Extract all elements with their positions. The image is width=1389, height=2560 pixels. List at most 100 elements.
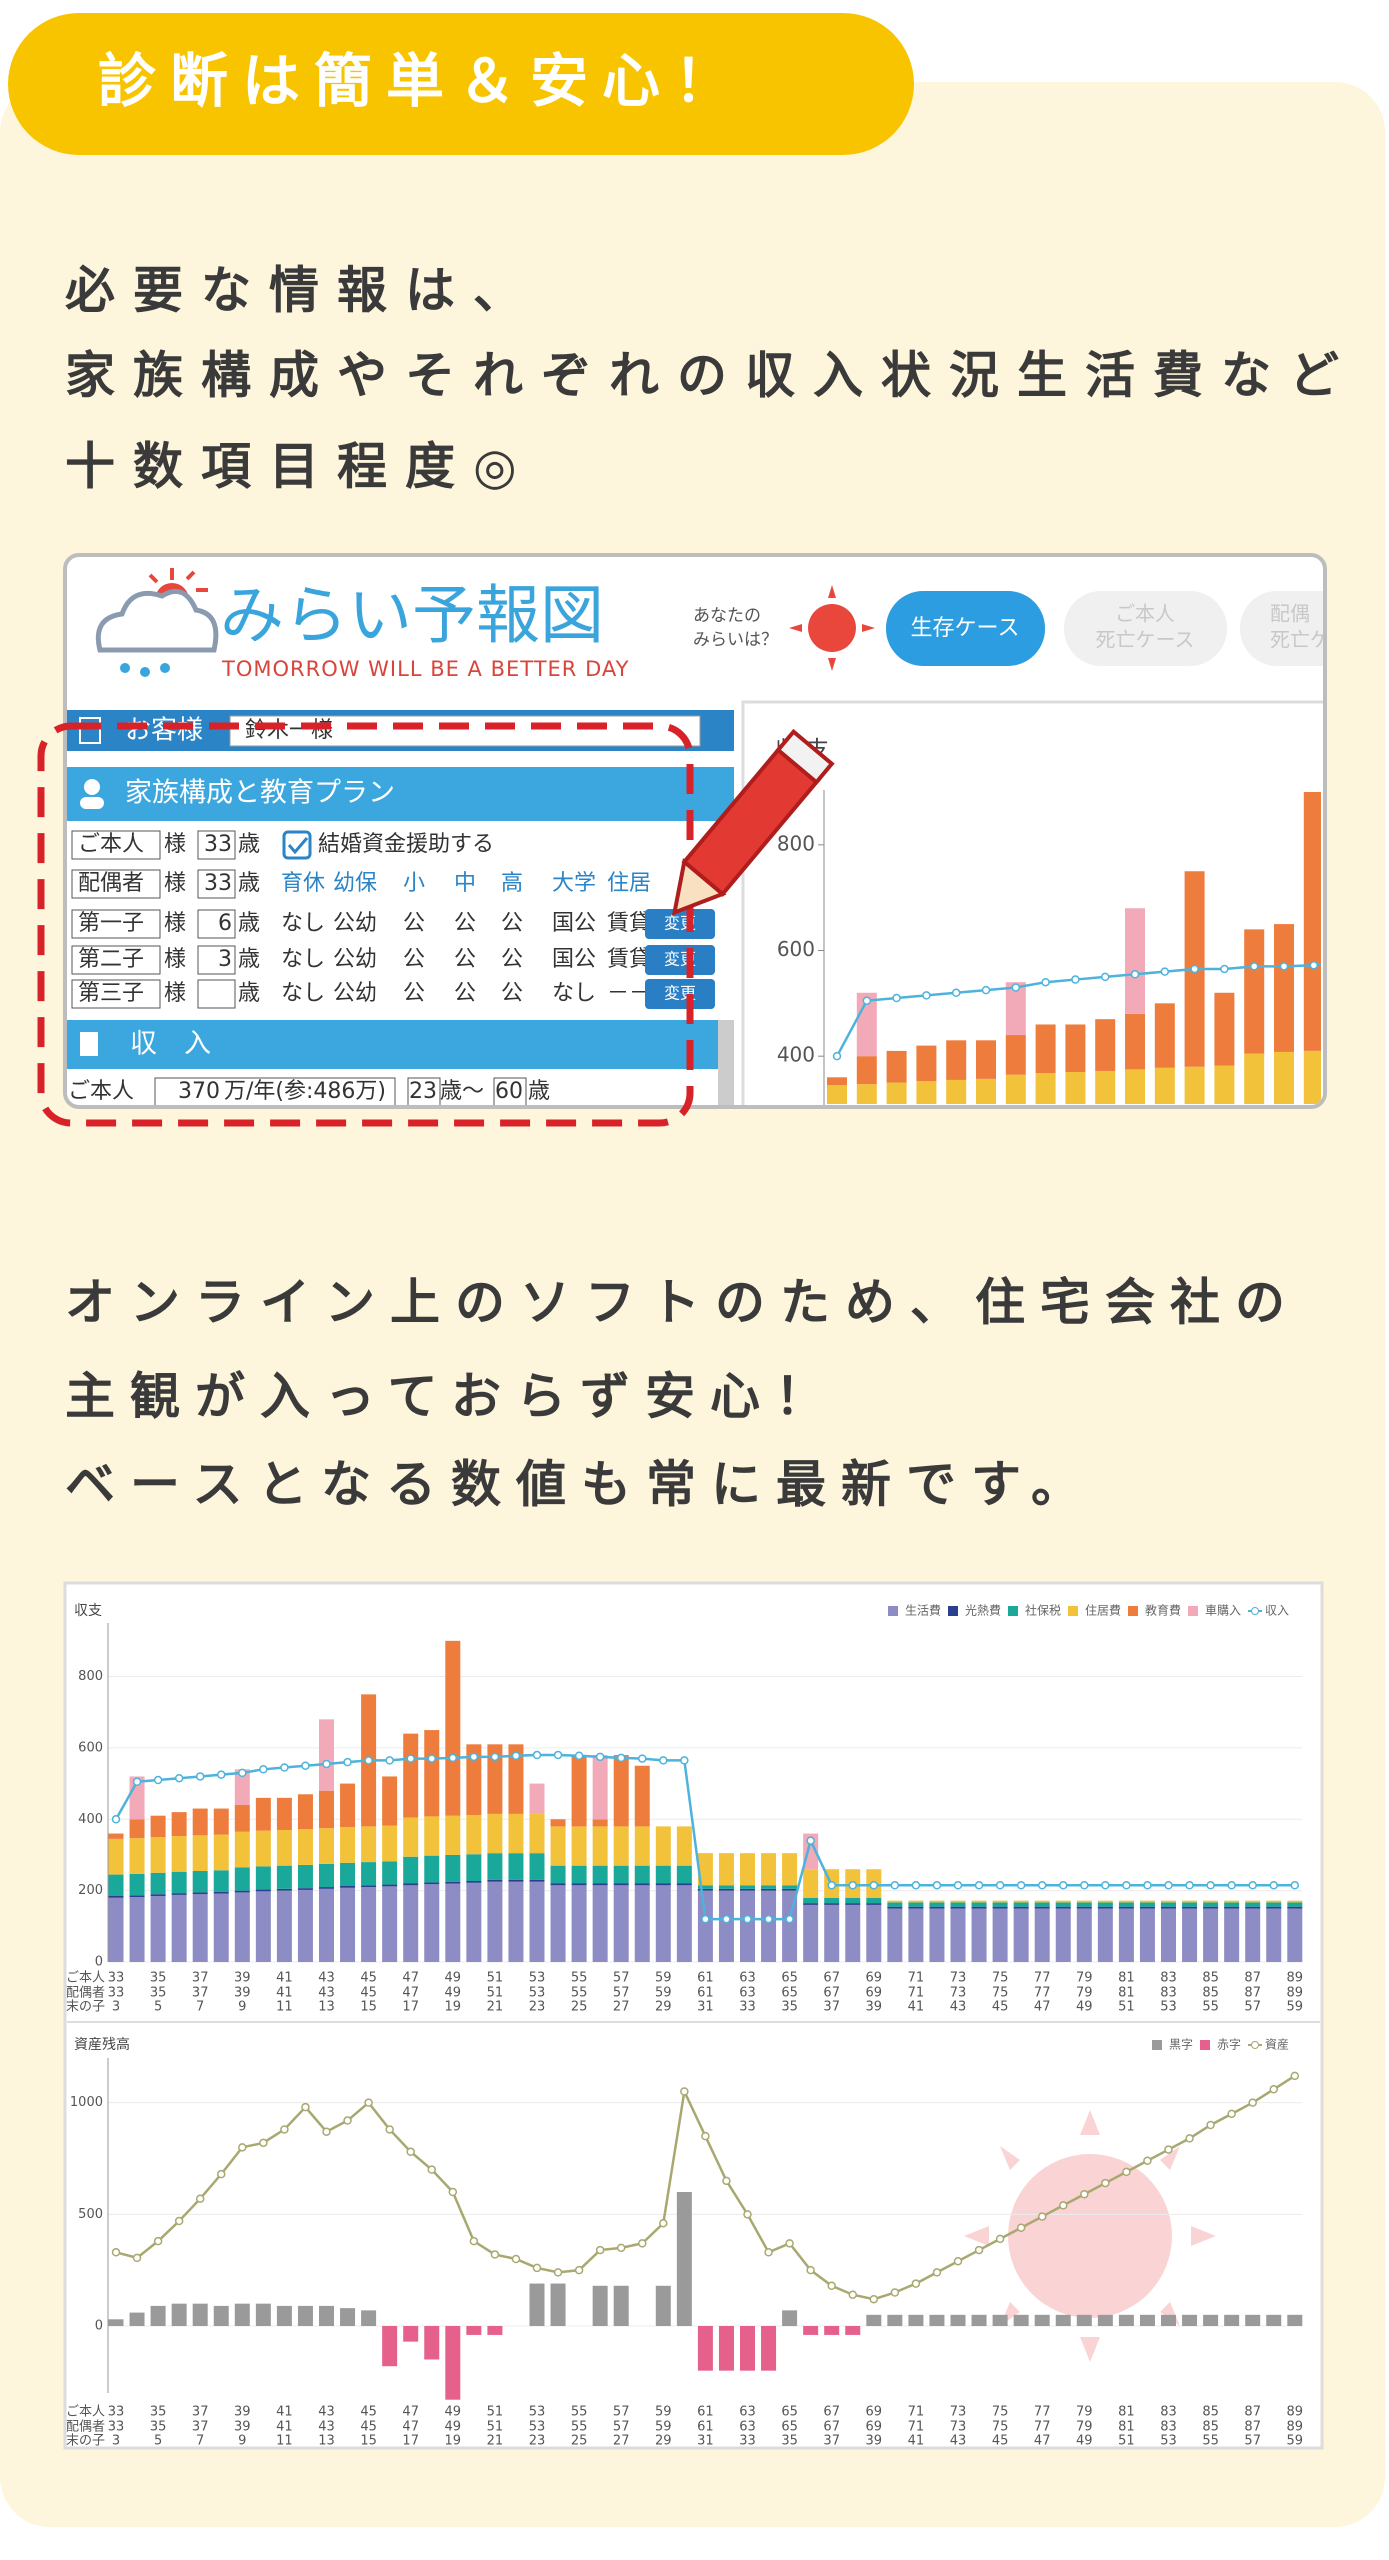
bar-segment bbox=[1203, 2314, 1219, 2326]
bar-segment bbox=[129, 1873, 145, 1896]
line-point bbox=[890, 2288, 900, 2297]
bar-segment bbox=[487, 1813, 503, 1854]
legend-label: 光熱費 bbox=[965, 1603, 1001, 1618]
bar-segment bbox=[782, 1853, 798, 1886]
bar-segment bbox=[276, 2305, 292, 2326]
x-tick-label: 13 bbox=[318, 2434, 335, 2449]
x-tick-label: 79 bbox=[1076, 2420, 1093, 2435]
line-point bbox=[764, 1914, 773, 1924]
x-tick-label: 67 bbox=[823, 1971, 840, 1986]
bar-segment bbox=[255, 1830, 271, 1867]
plan-choice: 公幼 bbox=[333, 947, 377, 972]
member-name: 第一子 bbox=[78, 911, 144, 936]
x-tick-label: 61 bbox=[697, 2420, 714, 2435]
line-point bbox=[1059, 1881, 1068, 1890]
y-tick-label: 500 bbox=[78, 2207, 103, 2222]
bar-segment bbox=[1139, 1908, 1155, 1962]
tab-label[interactable]: 生存ケース bbox=[911, 616, 1020, 641]
tab-button[interactable] bbox=[1064, 591, 1227, 666]
bar-segment bbox=[1245, 2314, 1261, 2326]
bar-segment bbox=[508, 1813, 524, 1854]
y-tick-label: 800 bbox=[777, 831, 815, 855]
bar-segment bbox=[1076, 1908, 1092, 1962]
bar-segment bbox=[740, 1885, 755, 1889]
line-point bbox=[406, 1754, 415, 1763]
bar-segment bbox=[1065, 1024, 1086, 1073]
age-box[interactable] bbox=[197, 830, 236, 860]
line-point bbox=[490, 2250, 500, 2259]
line-point bbox=[974, 1881, 984, 1890]
change-button[interactable] bbox=[645, 909, 715, 939]
bar-segment bbox=[1035, 1073, 1056, 1104]
tab-label[interactable]: ご本人 bbox=[1115, 602, 1175, 626]
bar-segment bbox=[445, 1854, 461, 1882]
x-tick-label: 15 bbox=[360, 2434, 377, 2449]
bar-segment bbox=[361, 1862, 377, 1886]
age-box[interactable] bbox=[197, 909, 236, 939]
change-button[interactable] bbox=[645, 945, 715, 975]
bar-segment bbox=[761, 1853, 777, 1886]
bar-segment bbox=[1203, 1906, 1219, 1909]
name-input[interactable] bbox=[229, 715, 701, 747]
age-box[interactable] bbox=[407, 1077, 441, 1106]
line-point bbox=[364, 1756, 373, 1765]
x-tick-label: 57 bbox=[1244, 2434, 1261, 2449]
x-tick-label: 49 bbox=[1076, 2434, 1093, 2449]
x-tick-label: 41 bbox=[276, 1971, 293, 1986]
x-tick-label: 81 bbox=[1118, 2420, 1135, 2435]
bar-segment bbox=[403, 1883, 419, 1886]
tab-label[interactable]: 死亡ケ bbox=[1270, 628, 1330, 652]
x-tick-label: 85 bbox=[1202, 1986, 1219, 2001]
line-point bbox=[238, 1768, 247, 1778]
line-point bbox=[981, 985, 991, 995]
bar-segment bbox=[908, 2314, 924, 2326]
name-box[interactable] bbox=[71, 945, 161, 975]
bar-segment bbox=[403, 1733, 419, 1818]
x-tick-label: 47 bbox=[402, 2405, 419, 2420]
age-box[interactable] bbox=[197, 979, 236, 1009]
bar-segment bbox=[929, 1900, 945, 1903]
x-tick-label: 45 bbox=[360, 2405, 377, 2420]
income-amount: 370 bbox=[178, 1079, 220, 1104]
x-tick-label: 75 bbox=[992, 2405, 1009, 2420]
name-box[interactable] bbox=[71, 830, 161, 860]
x-tick-label: 21 bbox=[487, 2000, 504, 2015]
name-box[interactable] bbox=[71, 979, 161, 1009]
bar-segment bbox=[1214, 1065, 1235, 1104]
age-row-name: 末の子 bbox=[66, 2000, 105, 2015]
x-tick-label: 83 bbox=[1160, 2405, 1177, 2420]
member-name: 配偶者 bbox=[78, 871, 144, 896]
tab-button[interactable] bbox=[886, 591, 1045, 666]
bar-segment bbox=[171, 1893, 187, 1895]
paragraph-line: 家族構成やそれぞれの収入状況生活費など bbox=[65, 347, 1357, 405]
name-box[interactable] bbox=[71, 869, 161, 899]
age-box[interactable] bbox=[493, 1077, 527, 1106]
bar-segment bbox=[992, 1908, 1008, 1962]
logo-icon bbox=[95, 568, 219, 677]
bar-segment bbox=[508, 1853, 524, 1880]
age-box[interactable] bbox=[197, 945, 236, 975]
tab-label[interactable]: 死亡ケース bbox=[1096, 628, 1195, 652]
bar-segment bbox=[1055, 1902, 1071, 1907]
line-point bbox=[932, 2268, 942, 2277]
bar-segment bbox=[1303, 1050, 1321, 1104]
bar-segment bbox=[1184, 1066, 1205, 1104]
bar-segment bbox=[340, 1827, 356, 1863]
x-tick-label: 77 bbox=[1034, 1986, 1051, 2001]
tab-button[interactable] bbox=[1240, 591, 1389, 666]
bar-segment bbox=[1266, 1900, 1282, 1903]
checkbox[interactable] bbox=[282, 830, 312, 860]
age-row-name: ご本人 bbox=[66, 2404, 105, 2420]
line-point bbox=[995, 2234, 1005, 2244]
line-series bbox=[835, 959, 1321, 1104]
name-box[interactable] bbox=[71, 909, 161, 939]
bar-segment bbox=[634, 1765, 650, 1827]
tab-label[interactable]: 配偶 bbox=[1270, 602, 1310, 626]
amount-box[interactable] bbox=[154, 1077, 396, 1106]
change-button[interactable] bbox=[645, 979, 715, 1009]
bar-segment bbox=[1203, 1900, 1219, 1903]
y-tick-label: 0 bbox=[95, 1955, 103, 1970]
bar-segment bbox=[319, 1719, 334, 1791]
age-box[interactable] bbox=[197, 869, 236, 899]
legend-label: 住居費 bbox=[1085, 1603, 1121, 1618]
